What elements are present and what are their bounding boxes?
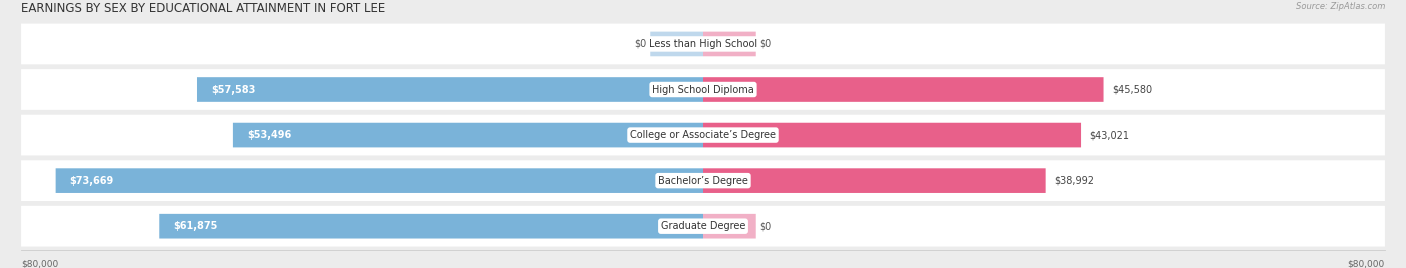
Text: EARNINGS BY SEX BY EDUCATIONAL ATTAINMENT IN FORT LEE: EARNINGS BY SEX BY EDUCATIONAL ATTAINMEN… xyxy=(21,2,385,15)
FancyBboxPatch shape xyxy=(21,115,1385,155)
FancyBboxPatch shape xyxy=(703,77,1104,102)
FancyBboxPatch shape xyxy=(197,77,703,102)
Text: $0: $0 xyxy=(634,39,647,49)
Text: College or Associate’s Degree: College or Associate’s Degree xyxy=(630,130,776,140)
FancyBboxPatch shape xyxy=(21,206,1385,247)
FancyBboxPatch shape xyxy=(650,32,703,56)
FancyBboxPatch shape xyxy=(159,214,703,239)
Text: $57,583: $57,583 xyxy=(211,84,256,95)
Text: $61,875: $61,875 xyxy=(173,221,218,231)
Text: $38,992: $38,992 xyxy=(1054,176,1094,186)
FancyBboxPatch shape xyxy=(21,24,1385,64)
Text: $45,580: $45,580 xyxy=(1112,84,1152,95)
FancyBboxPatch shape xyxy=(703,168,1046,193)
Text: $80,000: $80,000 xyxy=(1348,259,1385,268)
FancyBboxPatch shape xyxy=(233,123,703,147)
Text: Bachelor’s Degree: Bachelor’s Degree xyxy=(658,176,748,186)
Text: Less than High School: Less than High School xyxy=(650,39,756,49)
Text: $73,669: $73,669 xyxy=(70,176,114,186)
Text: $43,021: $43,021 xyxy=(1090,130,1129,140)
FancyBboxPatch shape xyxy=(21,160,1385,201)
FancyBboxPatch shape xyxy=(703,32,756,56)
FancyBboxPatch shape xyxy=(21,69,1385,110)
FancyBboxPatch shape xyxy=(703,123,1081,147)
Text: $80,000: $80,000 xyxy=(21,259,58,268)
Text: $0: $0 xyxy=(759,39,772,49)
Text: $53,496: $53,496 xyxy=(247,130,291,140)
Text: High School Diploma: High School Diploma xyxy=(652,84,754,95)
Text: Graduate Degree: Graduate Degree xyxy=(661,221,745,231)
Text: Source: ZipAtlas.com: Source: ZipAtlas.com xyxy=(1295,2,1385,11)
FancyBboxPatch shape xyxy=(56,168,703,193)
FancyBboxPatch shape xyxy=(703,214,756,239)
Text: $0: $0 xyxy=(759,221,772,231)
